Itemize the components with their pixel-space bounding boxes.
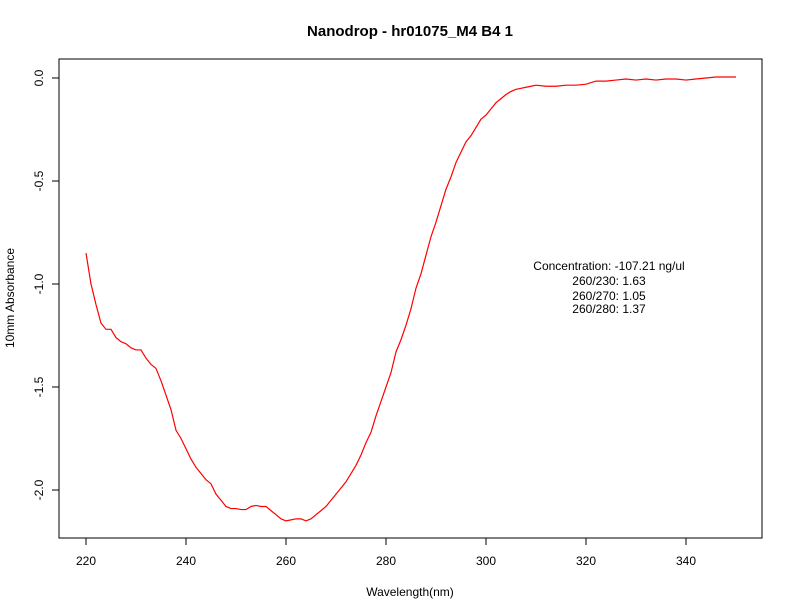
absorbance-series-line <box>85 76 736 522</box>
annotation-block: Concentration: -107.21 ng/ul 260/230: 1.… <box>533 259 684 316</box>
chart-title: Nanodrop - hr01075_M4 B4 1 <box>307 23 513 40</box>
x-tick-label: 220 <box>76 554 96 568</box>
plot-frame <box>58 58 763 539</box>
y-tick-label: -1.5 <box>32 376 46 397</box>
y-tick-label: -1.0 <box>32 273 46 294</box>
y-axis-label: 10mm Absorbance <box>3 248 17 348</box>
annotation-260-280: 260/280: 1.37 <box>572 302 646 316</box>
annotation-260-230: 260/230: 1.63 <box>572 274 646 288</box>
annotation-260-270: 260/270: 1.05 <box>572 289 646 303</box>
y-axis: 0.0 -0.5 -1.0 -1.5 -2.0 <box>32 69 60 500</box>
y-tick-label: 0.0 <box>32 69 46 86</box>
x-tick-label: 240 <box>176 554 196 568</box>
x-tick-label: 320 <box>576 554 596 568</box>
x-tick-label: 340 <box>676 554 696 568</box>
x-tick-label: 300 <box>476 554 496 568</box>
annotation-concentration: Concentration: -107.21 ng/ul <box>533 259 684 273</box>
y-tick-label: -0.5 <box>32 170 46 191</box>
x-axis: 220 240 260 280 300 320 340 <box>76 537 696 568</box>
y-tick-label: -2.0 <box>32 479 46 500</box>
x-axis-label: Wavelength(nm) <box>366 585 454 599</box>
x-tick-label: 280 <box>376 554 396 568</box>
x-tick-label: 260 <box>276 554 296 568</box>
